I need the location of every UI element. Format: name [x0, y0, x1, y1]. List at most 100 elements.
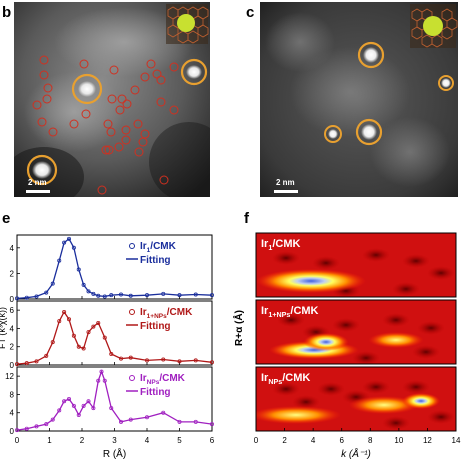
data-point [44, 353, 49, 358]
legend-sample-label: IrNPs/CMK [140, 373, 186, 386]
legend-marker [129, 309, 135, 315]
lattice-inset-c [410, 4, 458, 48]
data-point [119, 419, 124, 424]
y-tick-label: 8 [10, 390, 15, 399]
data-point [128, 293, 133, 298]
data-point [96, 320, 101, 325]
fitting-line [16, 310, 213, 365]
data-point [91, 406, 96, 411]
data-point [102, 378, 107, 383]
x-tick-label: 3 [112, 436, 117, 445]
y-tick-label: 2 [10, 269, 15, 278]
wavelet-sample-label: Ir1+NPs/CMK [261, 305, 319, 319]
data-point [67, 317, 72, 322]
data-point [71, 333, 76, 338]
y-tick-label: 0 [10, 361, 15, 370]
cluster-circles-b [26, 58, 208, 186]
wavelet-frame [255, 366, 457, 432]
y-tick-label: 2 [10, 343, 15, 352]
legend-fitting-label: Fitting [140, 255, 171, 266]
data-point [102, 335, 107, 340]
data-point [57, 408, 62, 413]
data-point [119, 292, 124, 297]
data-point [86, 399, 91, 404]
data-point [67, 236, 72, 241]
data-point [102, 294, 107, 299]
scale-bar-b [26, 190, 50, 193]
scale-bar-label-c: 2 nm [276, 178, 295, 187]
legend-marker [129, 243, 135, 249]
x-tick-label: 5 [177, 436, 182, 445]
data-point [161, 291, 166, 296]
scale-bar-c [274, 190, 298, 193]
data-point [81, 403, 86, 408]
legend-fitting-label: Fitting [140, 321, 171, 332]
y-tick-label: 6 [10, 306, 15, 315]
data-point [44, 290, 49, 295]
data-point [193, 292, 198, 297]
wavelet-map [256, 233, 456, 297]
data-point [86, 289, 91, 294]
wavelet-sample-label: Ir1/CMK [261, 238, 300, 252]
data-point [14, 428, 19, 433]
y-axis-label: FT (k³χ(k)) [0, 307, 7, 349]
data-point [24, 361, 29, 366]
data-point [71, 245, 76, 250]
data-point [81, 346, 86, 351]
data-point [161, 410, 166, 415]
panel-letter-c: c [246, 4, 255, 21]
y-tick-label: 4 [10, 324, 15, 333]
data-point [44, 422, 49, 427]
data-point [76, 267, 81, 272]
data-point [109, 293, 114, 298]
legend-marker [129, 375, 135, 381]
single-atom-circles-b [32, 55, 179, 195]
wavelet-chart: Ir1/CMK Ir1+NPs/CMK IrNPs/CMK 0 2 4 6 8 10 12 14 k … [232, 232, 461, 460]
panel-letter-b: b [2, 4, 12, 21]
y-axis-label: R+α (Å) [232, 310, 245, 346]
y-tick-label: 4 [10, 244, 15, 253]
wavelet-map [256, 300, 456, 364]
data-point [24, 295, 29, 300]
x-tick-label: 2 [80, 436, 85, 445]
data-point [96, 293, 101, 298]
y-tick-label: 12 [5, 372, 14, 381]
data-point [50, 281, 55, 286]
lattice-inset-b [166, 4, 209, 44]
data-point [177, 419, 182, 424]
data-point [34, 424, 39, 429]
data-point [109, 352, 114, 357]
data-point [71, 403, 76, 408]
x-axis-label: R (Å) [103, 447, 126, 460]
x-tick-label: 4 [145, 436, 150, 445]
data-point [14, 362, 19, 367]
data-point [62, 399, 67, 404]
legend-sample-label: Ir1/CMK [140, 241, 177, 254]
data-point [144, 293, 149, 298]
data-point [57, 258, 62, 263]
data-point [128, 355, 133, 360]
x-tick-label: 8 [368, 436, 373, 445]
exafs-subplot-frame [16, 234, 213, 300]
data-point [144, 358, 149, 363]
x-tick-label: 6 [210, 436, 215, 445]
data-point [34, 294, 39, 299]
legend-sample-label: Ir1+NPs/CMK [140, 307, 193, 320]
data-point [91, 324, 96, 329]
x-tick-label: 2 [282, 436, 287, 445]
data-point [76, 344, 81, 349]
panel-letter-f: f [244, 210, 249, 227]
data-point [67, 396, 72, 401]
data-point [177, 359, 182, 364]
data-point [144, 415, 149, 420]
data-point [50, 340, 55, 345]
data-point [76, 412, 81, 417]
data-point [209, 422, 214, 427]
x-tick-label: 12 [423, 436, 432, 445]
data-point [161, 357, 166, 362]
micrograph-b-image [14, 2, 210, 197]
data-point [62, 309, 67, 314]
data-point [128, 417, 133, 422]
wavelet-frame [255, 232, 457, 298]
